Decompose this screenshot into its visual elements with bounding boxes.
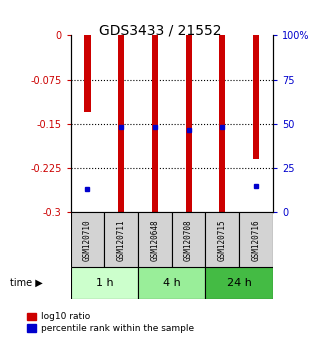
- Bar: [172, 212, 205, 267]
- Text: 24 h: 24 h: [227, 278, 252, 288]
- Bar: [118, 35, 124, 212]
- Bar: [104, 212, 138, 267]
- Legend: log10 ratio, percentile rank within the sample: log10 ratio, percentile rank within the …: [27, 313, 194, 333]
- Bar: [239, 212, 273, 267]
- Bar: [71, 267, 138, 299]
- Bar: [205, 212, 239, 267]
- Bar: [138, 267, 205, 299]
- Bar: [253, 35, 259, 159]
- Text: 4 h: 4 h: [163, 278, 181, 288]
- Text: GSM120711: GSM120711: [117, 219, 126, 261]
- Bar: [186, 35, 192, 212]
- Text: GDS3433 / 21552: GDS3433 / 21552: [99, 23, 222, 37]
- Text: GSM120648: GSM120648: [150, 219, 160, 261]
- Text: GSM120716: GSM120716: [251, 219, 261, 261]
- Text: GSM120710: GSM120710: [83, 219, 92, 261]
- Bar: [205, 267, 273, 299]
- Bar: [138, 212, 172, 267]
- Text: time ▶: time ▶: [10, 278, 42, 288]
- Text: GSM120715: GSM120715: [218, 219, 227, 261]
- Bar: [219, 35, 225, 212]
- Text: 1 h: 1 h: [96, 278, 113, 288]
- Text: GSM120708: GSM120708: [184, 219, 193, 261]
- Bar: [71, 212, 104, 267]
- Bar: [84, 35, 91, 112]
- Bar: [152, 35, 158, 212]
